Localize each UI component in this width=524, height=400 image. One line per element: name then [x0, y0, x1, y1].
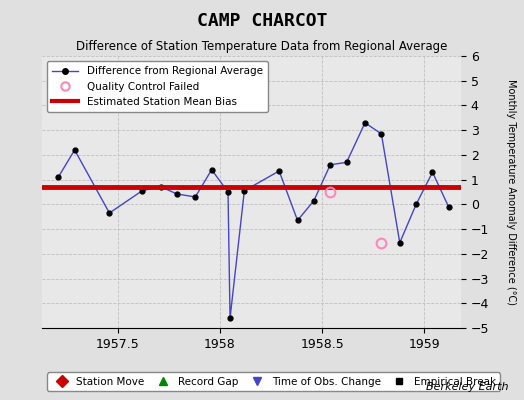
- Legend: Station Move, Record Gap, Time of Obs. Change, Empirical Break: Station Move, Record Gap, Time of Obs. C…: [47, 372, 500, 391]
- Y-axis label: Monthly Temperature Anomaly Difference (°C): Monthly Temperature Anomaly Difference (…: [506, 79, 516, 305]
- Text: CAMP CHARCOT: CAMP CHARCOT: [196, 12, 328, 30]
- Text: Difference of Station Temperature Data from Regional Average: Difference of Station Temperature Data f…: [77, 40, 447, 53]
- Text: Berkeley Earth: Berkeley Earth: [426, 382, 508, 392]
